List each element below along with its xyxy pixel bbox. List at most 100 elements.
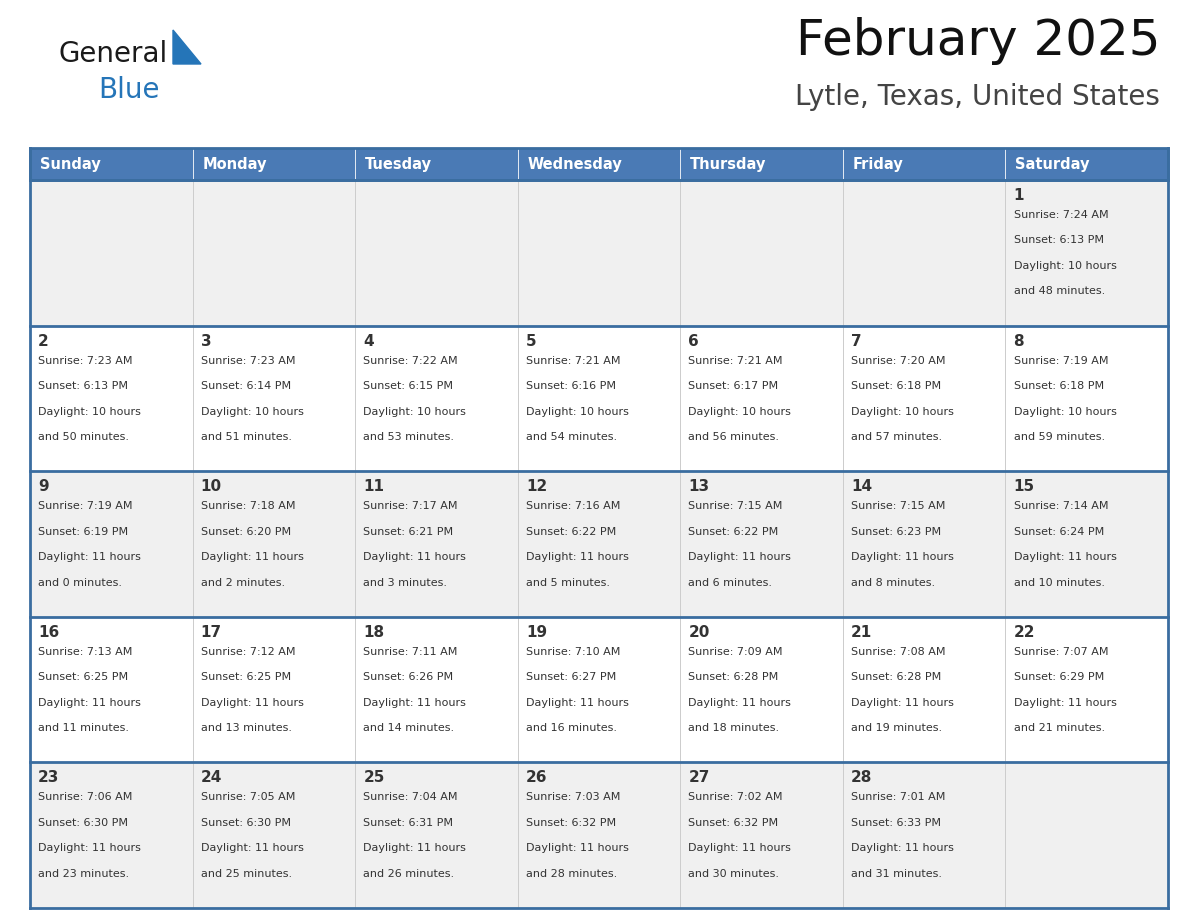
Text: Sunrise: 7:08 AM: Sunrise: 7:08 AM xyxy=(851,647,946,656)
Text: Sunset: 6:26 PM: Sunset: 6:26 PM xyxy=(364,672,454,682)
Text: Sunrise: 7:16 AM: Sunrise: 7:16 AM xyxy=(526,501,620,511)
Text: Daylight: 11 hours: Daylight: 11 hours xyxy=(851,844,954,854)
Text: and 21 minutes.: and 21 minutes. xyxy=(1013,723,1105,733)
Text: and 19 minutes.: and 19 minutes. xyxy=(851,723,942,733)
Text: Sunset: 6:15 PM: Sunset: 6:15 PM xyxy=(364,381,454,391)
Text: Sunrise: 7:14 AM: Sunrise: 7:14 AM xyxy=(1013,501,1108,511)
Bar xyxy=(30,148,1168,180)
Text: and 57 minutes.: and 57 minutes. xyxy=(851,432,942,442)
Text: Sunset: 6:18 PM: Sunset: 6:18 PM xyxy=(851,381,941,391)
Text: Daylight: 11 hours: Daylight: 11 hours xyxy=(201,698,304,708)
Text: Sunrise: 7:21 AM: Sunrise: 7:21 AM xyxy=(526,355,620,365)
Text: 3: 3 xyxy=(201,333,211,349)
Text: Sunrise: 7:23 AM: Sunrise: 7:23 AM xyxy=(38,355,133,365)
Text: Sunset: 6:28 PM: Sunset: 6:28 PM xyxy=(688,672,778,682)
Text: and 26 minutes.: and 26 minutes. xyxy=(364,868,454,879)
Text: 22: 22 xyxy=(1013,625,1035,640)
Text: Sunset: 6:24 PM: Sunset: 6:24 PM xyxy=(1013,527,1104,537)
Text: Sunrise: 7:10 AM: Sunrise: 7:10 AM xyxy=(526,647,620,656)
Text: Sunrise: 7:19 AM: Sunrise: 7:19 AM xyxy=(1013,355,1108,365)
Text: Sunrise: 7:02 AM: Sunrise: 7:02 AM xyxy=(688,792,783,802)
Text: and 51 minutes.: and 51 minutes. xyxy=(201,432,292,442)
Text: and 14 minutes.: and 14 minutes. xyxy=(364,723,454,733)
Text: and 53 minutes.: and 53 minutes. xyxy=(364,432,454,442)
Text: 19: 19 xyxy=(526,625,546,640)
Text: Sunset: 6:25 PM: Sunset: 6:25 PM xyxy=(201,672,291,682)
Text: and 59 minutes.: and 59 minutes. xyxy=(1013,432,1105,442)
Text: and 5 minutes.: and 5 minutes. xyxy=(526,577,609,588)
Text: Sunrise: 7:15 AM: Sunrise: 7:15 AM xyxy=(851,501,946,511)
Text: Sunset: 6:23 PM: Sunset: 6:23 PM xyxy=(851,527,941,537)
Bar xyxy=(192,148,355,180)
Text: 1: 1 xyxy=(1013,188,1024,203)
Text: Sunrise: 7:06 AM: Sunrise: 7:06 AM xyxy=(38,792,133,802)
Text: 24: 24 xyxy=(201,770,222,786)
Bar xyxy=(30,471,1168,617)
Text: and 18 minutes.: and 18 minutes. xyxy=(688,723,779,733)
Text: and 31 minutes.: and 31 minutes. xyxy=(851,868,942,879)
Text: Daylight: 11 hours: Daylight: 11 hours xyxy=(1013,698,1117,708)
Text: 11: 11 xyxy=(364,479,384,494)
Text: Sunset: 6:30 PM: Sunset: 6:30 PM xyxy=(201,818,291,828)
Text: 15: 15 xyxy=(1013,479,1035,494)
Text: Blue: Blue xyxy=(97,76,159,104)
Text: and 16 minutes.: and 16 minutes. xyxy=(526,723,617,733)
Text: and 10 minutes.: and 10 minutes. xyxy=(1013,577,1105,588)
Text: February 2025: February 2025 xyxy=(796,17,1159,65)
Text: Sunrise: 7:18 AM: Sunrise: 7:18 AM xyxy=(201,501,295,511)
Text: General: General xyxy=(58,40,168,68)
Text: and 0 minutes.: and 0 minutes. xyxy=(38,577,122,588)
Text: and 48 minutes.: and 48 minutes. xyxy=(1013,286,1105,297)
Text: 6: 6 xyxy=(688,333,700,349)
Text: Friday: Friday xyxy=(853,156,903,172)
Text: and 50 minutes.: and 50 minutes. xyxy=(38,432,129,442)
Bar xyxy=(30,763,1168,908)
Bar xyxy=(1005,148,1168,180)
Text: Sunrise: 7:03 AM: Sunrise: 7:03 AM xyxy=(526,792,620,802)
Text: Sunset: 6:22 PM: Sunset: 6:22 PM xyxy=(526,527,617,537)
Text: 12: 12 xyxy=(526,479,548,494)
Text: Daylight: 11 hours: Daylight: 11 hours xyxy=(1013,552,1117,562)
Text: Sunrise: 7:24 AM: Sunrise: 7:24 AM xyxy=(1013,210,1108,220)
Text: 14: 14 xyxy=(851,479,872,494)
Text: Daylight: 11 hours: Daylight: 11 hours xyxy=(201,552,304,562)
Text: and 23 minutes.: and 23 minutes. xyxy=(38,868,129,879)
Text: Sunset: 6:16 PM: Sunset: 6:16 PM xyxy=(526,381,615,391)
Text: 17: 17 xyxy=(201,625,222,640)
Text: Daylight: 11 hours: Daylight: 11 hours xyxy=(688,844,791,854)
Text: 13: 13 xyxy=(688,479,709,494)
Text: 28: 28 xyxy=(851,770,872,786)
Text: Lytle, Texas, United States: Lytle, Texas, United States xyxy=(795,83,1159,111)
Text: Sunrise: 7:01 AM: Sunrise: 7:01 AM xyxy=(851,792,946,802)
Text: Daylight: 11 hours: Daylight: 11 hours xyxy=(364,844,466,854)
Text: Sunrise: 7:04 AM: Sunrise: 7:04 AM xyxy=(364,792,457,802)
Text: Sunset: 6:32 PM: Sunset: 6:32 PM xyxy=(526,818,615,828)
Text: Sunset: 6:20 PM: Sunset: 6:20 PM xyxy=(201,527,291,537)
Text: Daylight: 10 hours: Daylight: 10 hours xyxy=(688,407,791,417)
Text: Sunday: Sunday xyxy=(39,156,101,172)
Text: Daylight: 11 hours: Daylight: 11 hours xyxy=(364,552,466,562)
Text: and 25 minutes.: and 25 minutes. xyxy=(201,868,292,879)
Text: Sunset: 6:13 PM: Sunset: 6:13 PM xyxy=(38,381,128,391)
Text: Daylight: 11 hours: Daylight: 11 hours xyxy=(201,844,304,854)
Text: Sunrise: 7:21 AM: Sunrise: 7:21 AM xyxy=(688,355,783,365)
Text: 21: 21 xyxy=(851,625,872,640)
Text: Daylight: 10 hours: Daylight: 10 hours xyxy=(526,407,628,417)
Text: Daylight: 11 hours: Daylight: 11 hours xyxy=(688,552,791,562)
Text: Sunset: 6:19 PM: Sunset: 6:19 PM xyxy=(38,527,128,537)
Text: Sunset: 6:22 PM: Sunset: 6:22 PM xyxy=(688,527,778,537)
Text: 7: 7 xyxy=(851,333,861,349)
Text: and 56 minutes.: and 56 minutes. xyxy=(688,432,779,442)
Bar xyxy=(681,148,842,180)
Text: Daylight: 10 hours: Daylight: 10 hours xyxy=(201,407,304,417)
Text: 26: 26 xyxy=(526,770,548,786)
Text: Sunset: 6:21 PM: Sunset: 6:21 PM xyxy=(364,527,454,537)
Text: Daylight: 11 hours: Daylight: 11 hours xyxy=(688,698,791,708)
Text: Sunrise: 7:23 AM: Sunrise: 7:23 AM xyxy=(201,355,295,365)
Text: and 8 minutes.: and 8 minutes. xyxy=(851,577,935,588)
Bar xyxy=(30,326,1168,471)
Text: 4: 4 xyxy=(364,333,374,349)
Text: Sunset: 6:13 PM: Sunset: 6:13 PM xyxy=(1013,236,1104,245)
Bar xyxy=(30,617,1168,763)
Text: Sunrise: 7:17 AM: Sunrise: 7:17 AM xyxy=(364,501,457,511)
